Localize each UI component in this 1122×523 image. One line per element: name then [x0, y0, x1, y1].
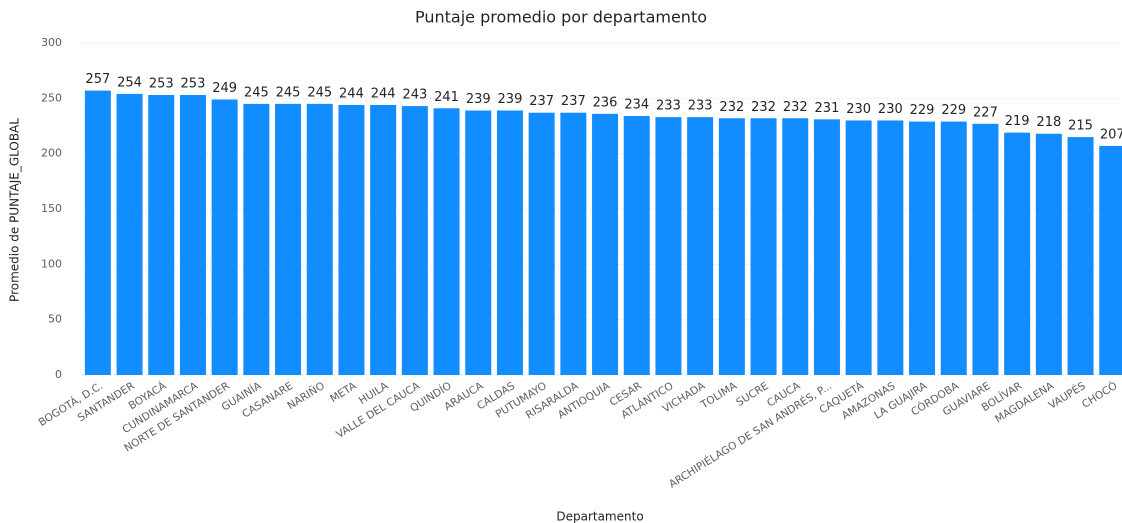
value-label: 257 [85, 72, 110, 87]
y-tick-label: 200 [41, 147, 62, 160]
value-label: 237 [529, 94, 554, 109]
bar [655, 117, 682, 375]
bar [750, 118, 777, 376]
value-label: 229 [910, 103, 935, 118]
x-tick-label: META [328, 379, 359, 405]
bar [972, 123, 999, 375]
value-label: 241 [434, 90, 459, 105]
value-label: 227 [973, 105, 998, 120]
value-label: 218 [1036, 115, 1061, 130]
bar [813, 119, 840, 375]
value-label: 237 [561, 94, 586, 109]
bar [179, 95, 206, 375]
bar [718, 118, 745, 376]
bar [560, 112, 587, 375]
bar [243, 103, 270, 375]
value-label: 231 [815, 101, 840, 116]
bar [1067, 137, 1094, 375]
value-label: 244 [339, 86, 364, 101]
x-tick-label: CHOCÓ [1079, 379, 1119, 411]
bar [433, 108, 460, 375]
value-label: 253 [149, 77, 174, 92]
bar [909, 121, 936, 375]
y-tick-label: 300 [41, 36, 62, 49]
value-label: 245 [276, 85, 301, 100]
value-label: 249 [212, 81, 237, 96]
bar [275, 103, 302, 375]
value-label: 254 [117, 75, 142, 90]
value-label: 207 [1100, 127, 1122, 142]
y-tick-label: 250 [41, 91, 62, 104]
x-axis-title: Departamento [556, 510, 643, 523]
x-tick-label: SUCRE [734, 380, 771, 409]
bar [528, 112, 555, 375]
value-label: 230 [846, 102, 871, 117]
value-label: 232 [783, 100, 808, 115]
bar [782, 118, 809, 376]
x-tick-label: VAUPÉS [1046, 379, 1088, 412]
value-label: 253 [181, 77, 206, 92]
bar [211, 99, 238, 375]
value-label: 239 [466, 92, 491, 107]
bar [877, 120, 904, 375]
value-label: 219 [1005, 114, 1030, 129]
bar [845, 120, 872, 375]
bar [84, 90, 111, 375]
value-label: 215 [1068, 119, 1093, 134]
value-label: 233 [656, 99, 681, 114]
value-label: 230 [878, 102, 903, 117]
bar [465, 110, 492, 376]
bar [1099, 145, 1122, 375]
value-label: 245 [307, 85, 332, 100]
value-label: 234 [624, 98, 649, 113]
value-label: 245 [244, 85, 269, 100]
bar [306, 103, 333, 375]
value-label: 243 [402, 88, 427, 103]
bar [592, 113, 619, 376]
bar [496, 110, 523, 376]
y-tick-label: 100 [41, 257, 62, 270]
bar [940, 121, 967, 375]
bar [623, 116, 650, 375]
y-tick-label: 150 [41, 202, 62, 215]
bar [1004, 132, 1031, 375]
value-label: 229 [941, 103, 966, 118]
value-label: 239 [498, 92, 523, 107]
chart-title: Puntaje promedio por departamento [415, 8, 707, 27]
bar [1035, 133, 1062, 375]
bar [338, 104, 365, 376]
value-label: 232 [719, 100, 744, 115]
y-axis-title: Promedio de PUNTAJE_GLOBAL [8, 118, 22, 302]
value-label: 232 [751, 100, 776, 115]
bar [401, 106, 428, 375]
y-tick-label: 0 [55, 368, 62, 381]
bar [687, 117, 714, 375]
value-label: 244 [371, 86, 396, 101]
value-label: 233 [688, 99, 713, 114]
x-tick-label: TOLIMA [698, 379, 740, 411]
y-tick-label: 50 [48, 313, 62, 326]
bar [116, 93, 143, 375]
bar [370, 104, 397, 376]
bar [148, 95, 175, 375]
value-label: 236 [593, 95, 618, 110]
